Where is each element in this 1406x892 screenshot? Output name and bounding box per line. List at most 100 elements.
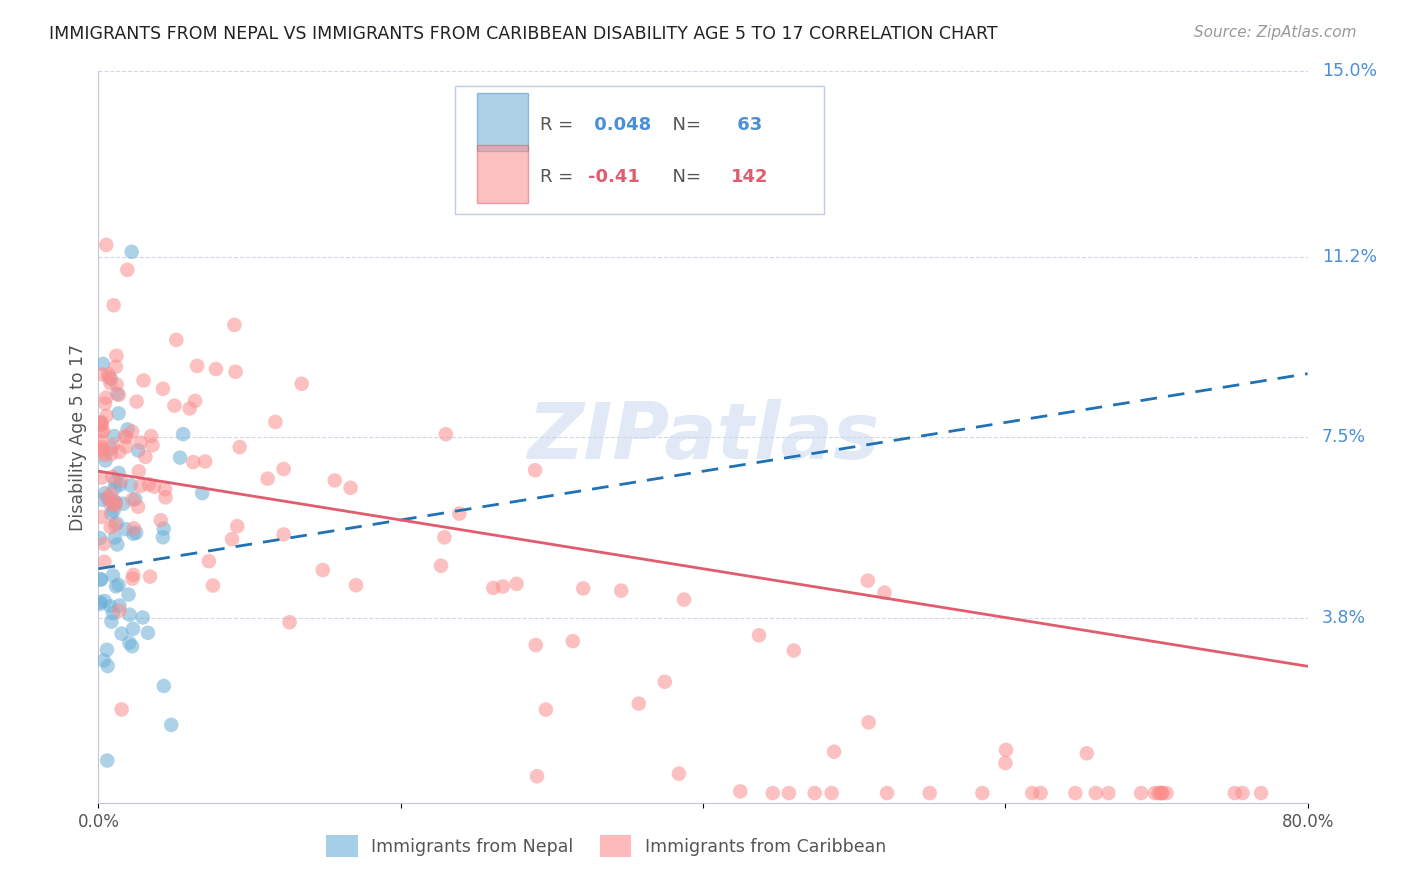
Point (873, 585, 896, 599)
Point (1130, 786, 1153, 800)
Point (107, 466, 129, 480)
Point (90, 417, 112, 432)
Point (101, 568, 124, 582)
Point (94, 486, 117, 500)
Point (100, 615, 122, 629)
Text: 15.0%: 15.0% (1322, 62, 1378, 80)
Text: 142: 142 (731, 169, 768, 186)
Point (129, 479, 152, 493)
Point (198, 554, 221, 568)
Point (89, 531, 111, 545)
Legend: Immigrants from Nepal, Immigrants from Caribbean: Immigrants from Nepal, Immigrants from C… (319, 829, 893, 863)
Point (93, 594, 115, 608)
Point (94, 396, 117, 410)
Point (138, 477, 160, 491)
Point (104, 495, 127, 509)
Text: 0.048: 0.048 (588, 116, 651, 134)
Point (115, 440, 138, 454)
Point (1223, 786, 1246, 800)
Point (105, 537, 128, 551)
Point (121, 425, 143, 439)
Point (1143, 786, 1166, 800)
Point (143, 480, 166, 494)
Point (155, 491, 177, 505)
Point (191, 486, 214, 500)
Point (510, 137, 533, 152)
Point (153, 679, 176, 693)
Point (90, 424, 112, 438)
Point (482, 581, 505, 595)
Point (654, 674, 676, 689)
Point (1021, 786, 1043, 800)
Point (136, 625, 159, 640)
Point (90, 573, 112, 587)
Text: R =: R = (540, 116, 579, 134)
Point (273, 462, 295, 476)
Point (433, 530, 456, 544)
Point (153, 482, 176, 496)
Point (121, 640, 143, 654)
Point (100, 376, 122, 391)
Point (107, 578, 129, 592)
Point (89, 597, 111, 611)
Text: -0.41: -0.41 (588, 169, 640, 186)
Point (163, 399, 186, 413)
Point (100, 520, 122, 534)
Point (93, 555, 115, 569)
Point (1076, 746, 1098, 760)
Point (224, 318, 246, 332)
Point (114, 522, 136, 536)
Point (994, 756, 1017, 770)
Point (762, 786, 785, 800)
Point (264, 415, 287, 429)
Point (103, 429, 125, 443)
Point (152, 382, 174, 396)
Point (96, 409, 118, 423)
Point (121, 572, 143, 586)
Point (273, 527, 295, 541)
Point (278, 615, 301, 630)
Point (115, 430, 138, 444)
Point (93, 537, 115, 551)
Point (124, 492, 146, 507)
Point (524, 638, 547, 652)
Point (89, 573, 111, 587)
Point (876, 786, 898, 800)
Point (121, 492, 143, 507)
Point (96, 642, 118, 657)
Point (561, 634, 583, 648)
Point (107, 406, 129, 420)
Point (100, 487, 122, 501)
Point (205, 362, 228, 376)
Point (104, 475, 127, 489)
Point (105, 349, 128, 363)
Point (524, 463, 547, 477)
Point (730, 784, 752, 798)
Point (1097, 786, 1119, 800)
Point (526, 769, 548, 783)
Point (125, 525, 148, 540)
Point (152, 530, 174, 544)
Text: 11.2%: 11.2% (1322, 248, 1378, 266)
Point (108, 477, 131, 491)
Point (181, 455, 204, 469)
Point (127, 500, 149, 514)
Point (972, 786, 994, 800)
Point (201, 578, 224, 592)
Point (110, 702, 132, 716)
Point (90, 442, 112, 456)
Point (125, 394, 148, 409)
Point (226, 519, 249, 533)
Point (108, 445, 131, 459)
Point (823, 745, 845, 759)
Point (228, 440, 250, 454)
Point (1150, 786, 1173, 800)
Point (90, 434, 112, 449)
Point (149, 513, 172, 527)
Point (778, 786, 800, 800)
Point (194, 454, 217, 468)
Point (339, 481, 361, 495)
Point (101, 470, 124, 484)
Point (668, 766, 690, 780)
Point (101, 606, 124, 620)
